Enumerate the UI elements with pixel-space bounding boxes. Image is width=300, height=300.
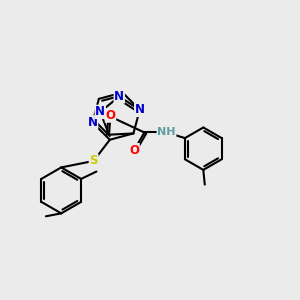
Text: O: O [106, 109, 116, 122]
Text: N: N [88, 116, 98, 129]
Text: NH: NH [157, 128, 176, 137]
Text: N: N [135, 103, 145, 116]
Text: N: N [114, 90, 124, 103]
Text: N: N [95, 105, 105, 119]
Text: O: O [129, 144, 139, 157]
Text: S: S [89, 154, 98, 167]
